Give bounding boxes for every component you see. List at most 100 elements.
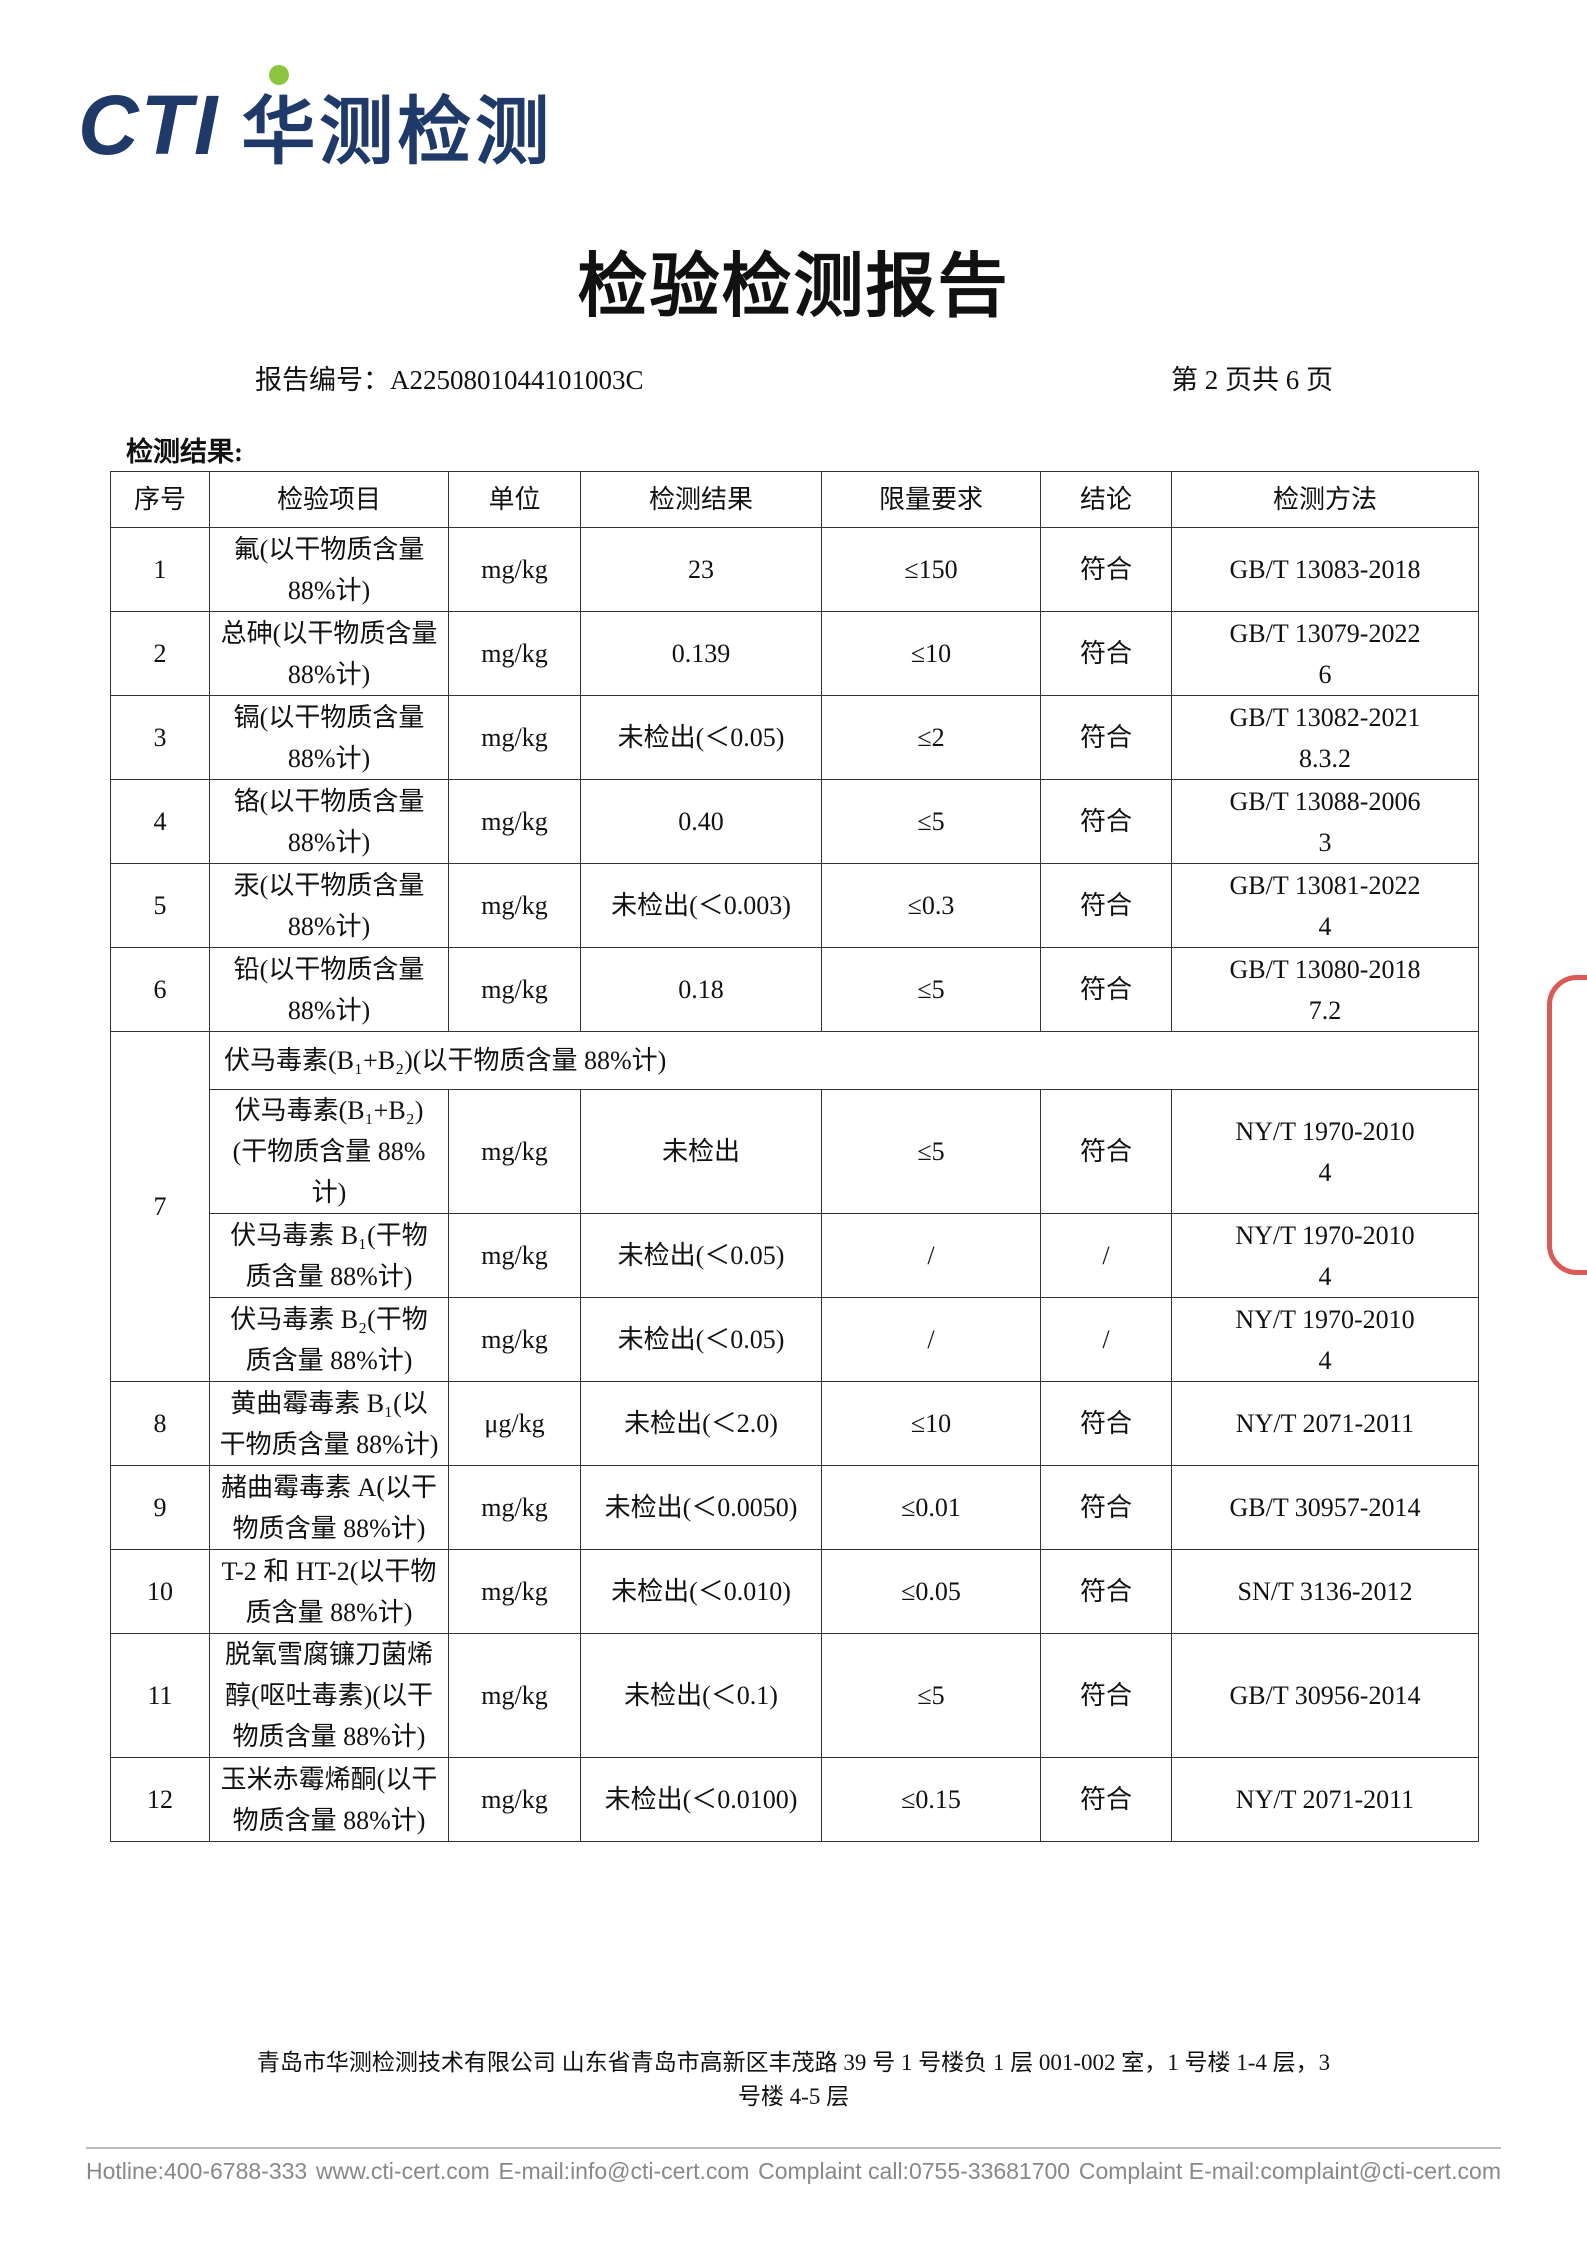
table-cell: 符合: [1040, 779, 1172, 864]
table-cell: mg/kg: [448, 863, 581, 948]
report-number: 报告编号：A2250801044101003C: [255, 365, 644, 395]
table-cell: ≤0.15: [821, 1757, 1041, 1842]
table-cell: 未检出(＜0.05): [580, 1297, 822, 1382]
table-cell: 玉米赤霉烯酮(以干物质含量 88%计): [209, 1757, 449, 1842]
table-cell: mg/kg: [448, 1633, 581, 1758]
table-cell: mg/kg: [448, 527, 581, 612]
table-cell: mg/kg: [448, 1549, 581, 1634]
sub-row: 伏马毒素(B₁+B₂)(干物质含量 88%计) mg/kg 未检出 ≤5 符合 NY/T …: [111, 1089, 1479, 1214]
results-table: 序号 检验项目 单位 检测结果 限量要求 结论 检测方法 1 氟(以干物质含量88%计) mg/k…: [110, 471, 1479, 1842]
table-cell: 未检出(＜0.1): [580, 1633, 822, 1758]
table-cell: mg/kg: [448, 1757, 581, 1842]
logo-text: 华测检测: [241, 88, 554, 175]
table-cell: 脱氧雪腐镰刀菌烯醇(呕吐毒素)(以干物质含量 88%计): [209, 1633, 449, 1758]
table-cell: 总砷(以干物质含量 88%计): [209, 611, 449, 696]
table-cell: 23: [580, 527, 822, 612]
table-cell: GB/T 13083-2018: [1171, 527, 1479, 612]
table-cell: 汞(以干物质含量88%计): [209, 863, 449, 948]
stamp: [1547, 975, 1587, 1275]
table-cell: 符合: [1040, 863, 1172, 948]
table-cell: 未检出(＜0.0100): [580, 1757, 822, 1842]
table-cell: NY/T 2071-2011: [1171, 1757, 1479, 1842]
column-header: 单位: [448, 471, 581, 528]
table-cell: 符合: [1040, 695, 1172, 780]
contact: Complaint E-mail:complaint@cti-cert.com: [1078, 2158, 1501, 2184]
table-cell: ≤5: [821, 779, 1041, 864]
table-cell: 符合: [1040, 947, 1172, 1032]
table-cell: ≤150: [821, 527, 1041, 612]
table-cell: ≤5: [821, 1089, 1041, 1214]
table-cell: 4: [110, 779, 210, 864]
group-heading: 伏马毒素(B₁+B₂)(以干物质含量 88%计): [209, 1031, 1479, 1090]
table-cell: 未检出(＜0.003): [580, 863, 822, 948]
table-cell: mg/kg: [448, 1465, 581, 1550]
table-cell: 0.40: [580, 779, 822, 864]
table-cell: /: [821, 1297, 1041, 1382]
table-cell: 6: [110, 947, 210, 1032]
table-cell: 3: [110, 695, 210, 780]
table-cell: 符合: [1040, 1381, 1172, 1466]
table-cell: μg/kg: [448, 1381, 581, 1466]
table-cell: /: [821, 1213, 1041, 1298]
table-cell: 赭曲霉毒素 A(以干物质含量 88%计): [209, 1465, 449, 1550]
logo-letters: CTI: [78, 77, 220, 172]
column-header: 检测结果: [580, 471, 822, 528]
table-cell: T-2 和 HT-2(以干物质含量 88%计): [209, 1549, 449, 1634]
table-cell: ≤0.05: [821, 1549, 1041, 1634]
table-row: 4 铬(以干物质含量88%计) mg/kg 0.40 ≤5 符合 GB/T 13088-20…: [110, 779, 1479, 864]
table-row: 9 赭曲霉毒素 A(以干物质含量 88%计) mg/kg 未检出(＜0.0050) ≤0…: [110, 1465, 1479, 1550]
table-cell: 伏马毒素(B₁+B₂)(干物质含量 88%计): [209, 1089, 449, 1214]
contact: Complaint call:0755-33681700: [758, 2158, 1071, 2184]
table-cell: 8: [110, 1381, 210, 1466]
table-cell: 2: [110, 611, 210, 696]
table-row: 3 镉(以干物质含量88%计) mg/kg 未检出(＜0.05) ≤2 符合 GB/T 13…: [110, 695, 1479, 780]
table-row: 8 黄曲霉毒素 B₁(以干物质含量 88%计) μg/kg 未检出(＜2.0) ≤10 符…: [110, 1381, 1479, 1466]
table-cell: 12: [110, 1757, 210, 1842]
logo: CTI 华测检测: [78, 64, 553, 175]
table-cell: 10: [110, 1549, 210, 1634]
table-cell: mg/kg: [448, 1213, 581, 1298]
table-cell: 符合: [1040, 1633, 1172, 1758]
table-cell: 5: [110, 863, 210, 948]
table-cell: 7: [110, 1031, 210, 1382]
table-cell: 未检出(＜0.0050): [580, 1465, 822, 1550]
column-header: 序号: [110, 471, 210, 528]
table-cell: 伏马毒素 B₁(干物质含量 88%计): [209, 1213, 449, 1298]
table-row: 11 脱氧雪腐镰刀菌烯醇(呕吐毒素)(以干物质含量 88%计) mg/kg 未检出(＜…: [110, 1633, 1479, 1758]
table-cell: ≤5: [821, 1633, 1041, 1758]
table-cell: 未检出: [580, 1089, 822, 1214]
column-header: 限量要求: [821, 471, 1041, 528]
table-cell: 0.18: [580, 947, 822, 1032]
table-row: 5 汞(以干物质含量88%计) mg/kg 未检出(＜0.003) ≤0.3 符合 GB/T…: [110, 863, 1479, 948]
contact: www.cti-cert.com: [315, 2158, 490, 2184]
table-cell: 镉(以干物质含量88%计): [209, 695, 449, 780]
table-cell: mg/kg: [448, 611, 581, 696]
sub-row: 伏马毒素 B₂(干物质含量 88%计) mg/kg 未检出(＜0.05) / / NY/T…: [111, 1297, 1479, 1382]
table-cell: 未检出(＜0.010): [580, 1549, 822, 1634]
contact: Hotline:400-6788-333: [86, 2158, 308, 2184]
table-cell: 符合: [1040, 527, 1172, 612]
table-cell: ≤0.3: [821, 863, 1041, 948]
report-title: 检验检测报告: [577, 249, 1010, 326]
table-cell: 0.139: [580, 611, 822, 696]
table-row: 6 铅(以干物质含量88%计) mg/kg 0.18 ≤5 符合 GB/T 13080-20…: [110, 947, 1479, 1032]
table-cell: GB/T 13082-2021 8.3.2: [1171, 695, 1479, 780]
table-row: 2 总砷(以干物质含量 88%计) mg/kg 0.139 ≤10 符合 GB/T 1307…: [110, 611, 1479, 696]
footer-rule: [86, 2147, 1501, 2149]
table-cell: ≤10: [821, 611, 1041, 696]
table-cell: GB/T 13079-2022 6: [1171, 611, 1479, 696]
column-header: 检验项目: [209, 471, 449, 528]
table-cell: 符合: [1040, 1089, 1172, 1214]
contacts: Hotline:400-6788-333 www.cti-cert.com E-ma…: [86, 2158, 1501, 2185]
table-cell: 符合: [1040, 1465, 1172, 1550]
table-cell: ≤5: [821, 947, 1041, 1032]
table-cell: 铬(以干物质含量88%计): [209, 779, 449, 864]
table-cell: 伏马毒素 B₂(干物质含量 88%计): [209, 1297, 449, 1382]
contact: E-mail:info@cti-cert.com: [498, 2158, 750, 2184]
logo-mark: CTI: [78, 64, 289, 174]
address: 青岛市华测检测技术有限公司 山东省青岛市高新区丰茂路 39 号 1 号楼负 1 …: [256, 2050, 1331, 2109]
table-cell: SN/T 3136-2012: [1171, 1549, 1479, 1634]
table-cell: ≤10: [821, 1381, 1041, 1466]
table-cell: 11: [110, 1633, 210, 1758]
